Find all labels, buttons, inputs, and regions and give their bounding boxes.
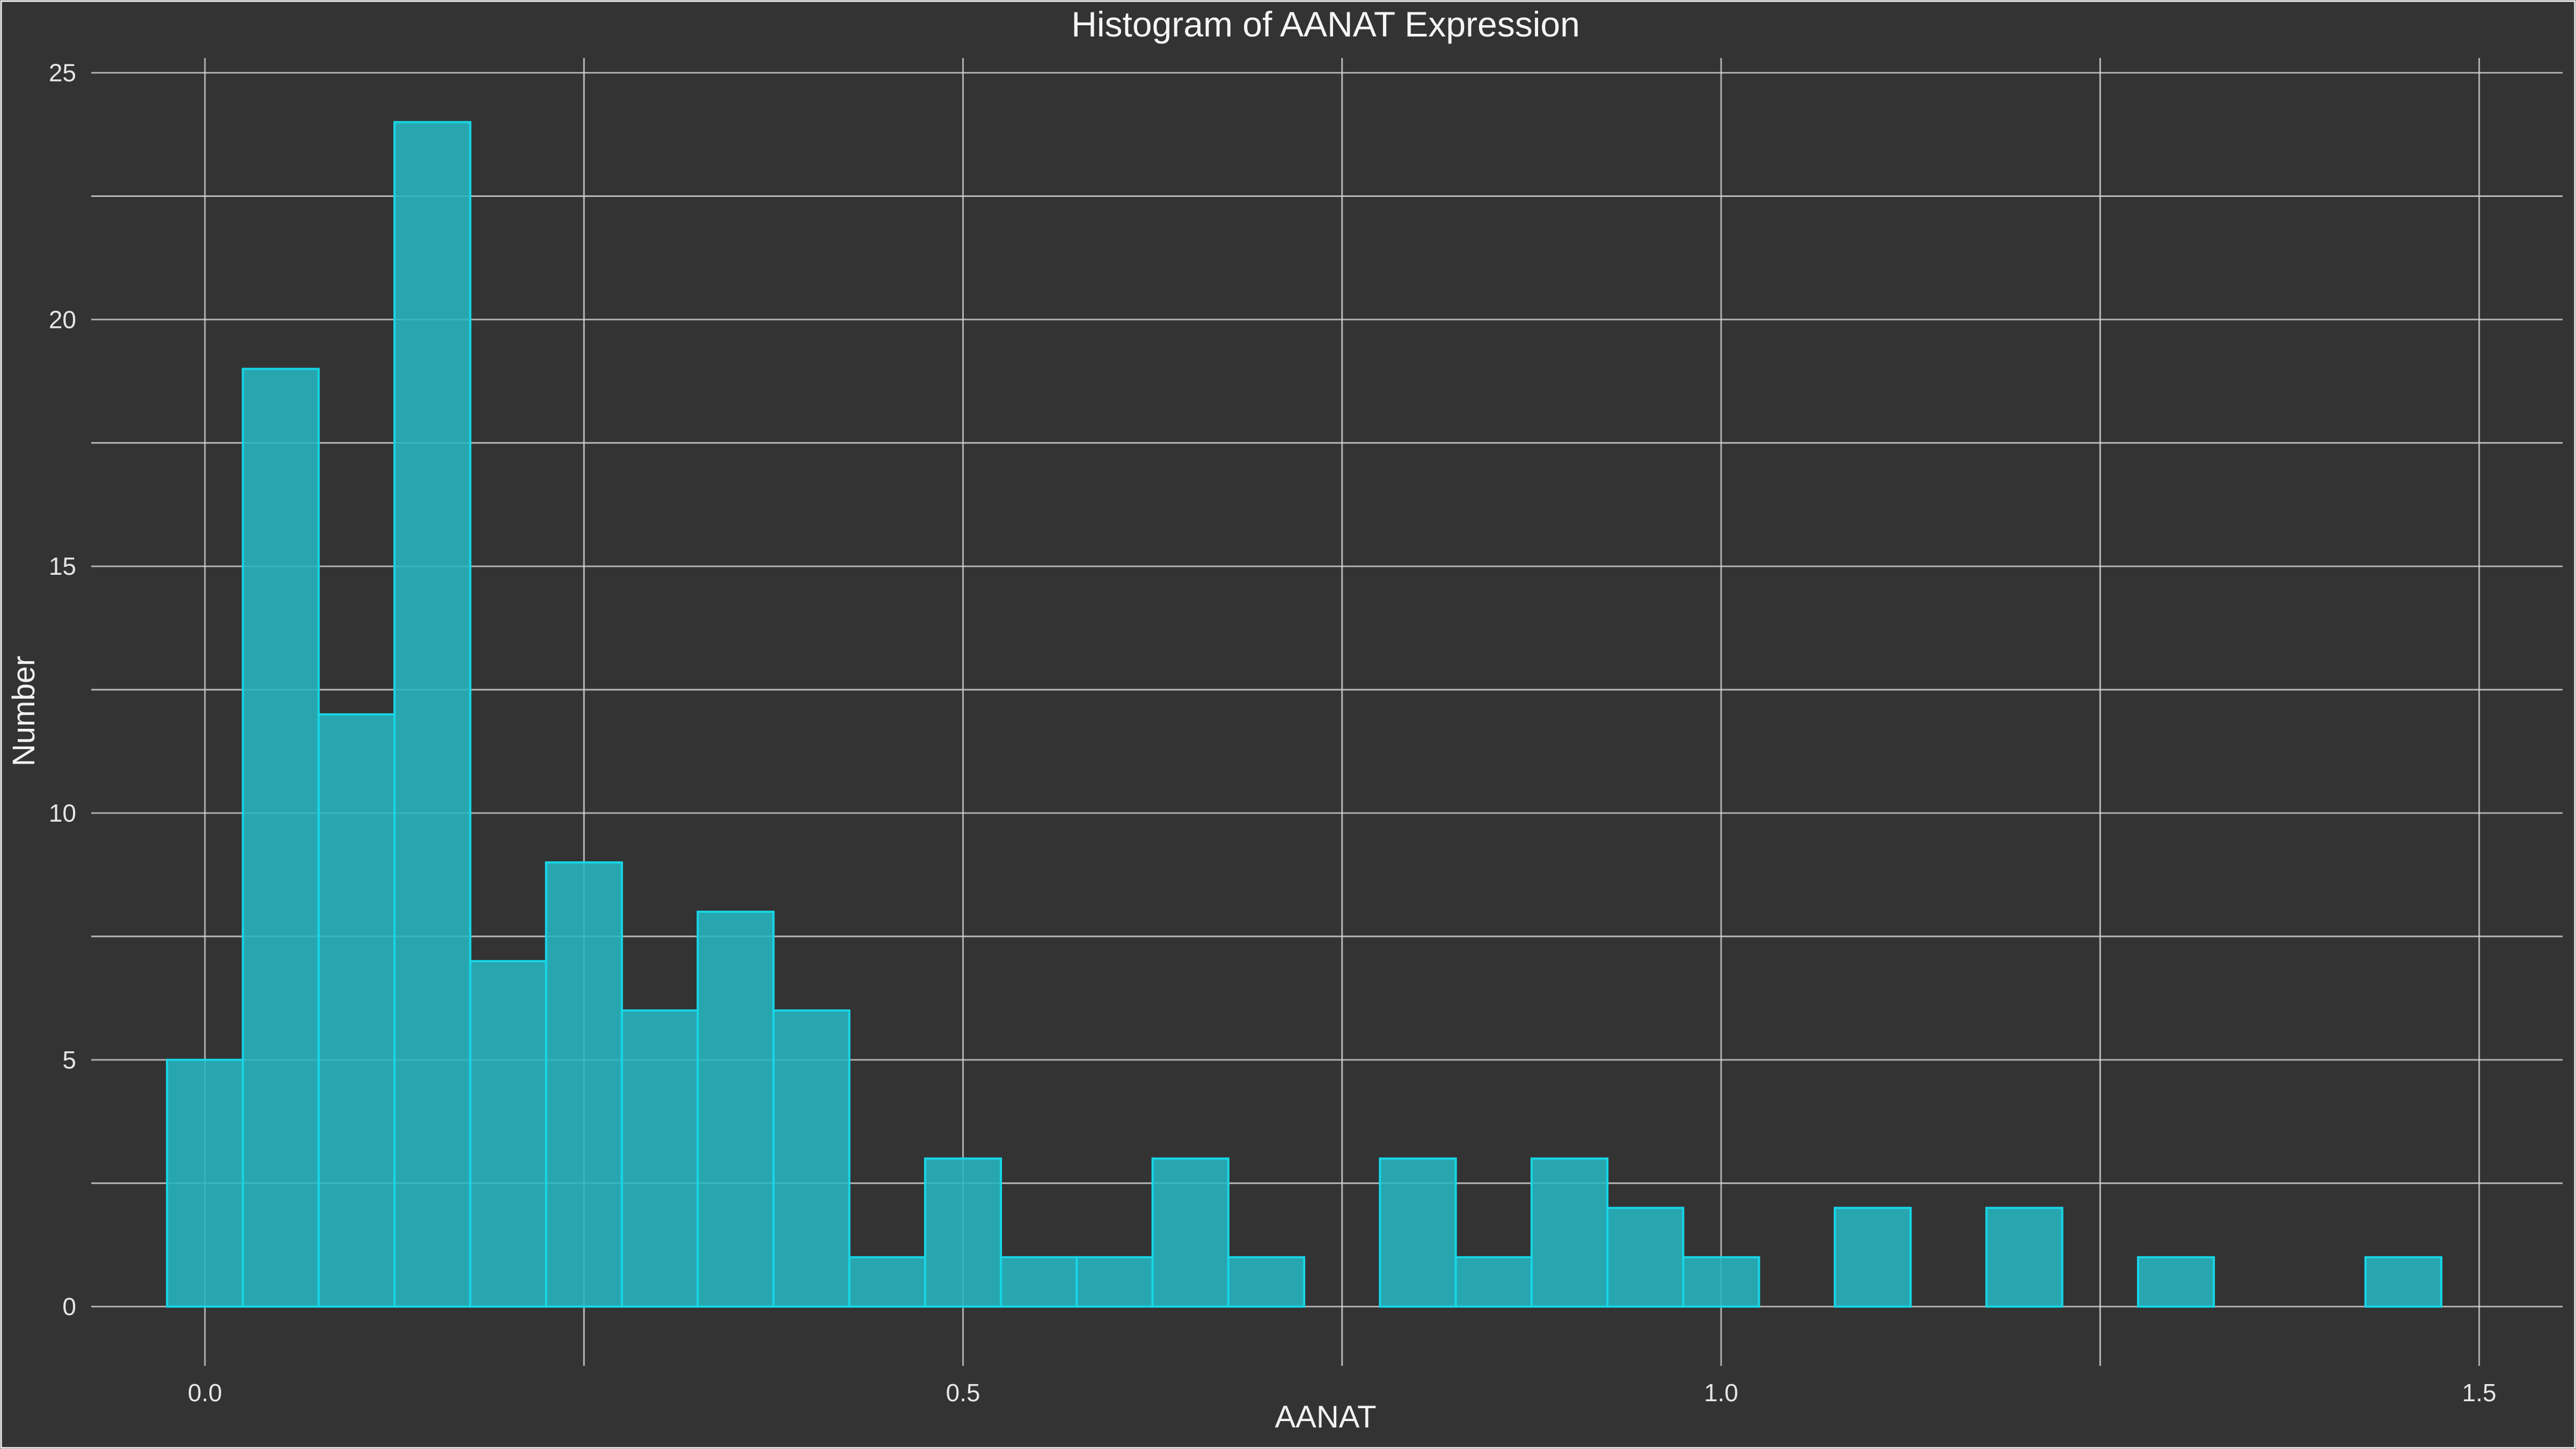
histogram-bar-20 (1682, 1256, 1760, 1308)
histogram-bar-8 (772, 1009, 851, 1308)
y-tick-label: 5 (62, 1046, 76, 1074)
histogram-bar-0 (166, 1058, 244, 1308)
histogram-bar-19 (1606, 1206, 1685, 1308)
histogram-bar-14 (1227, 1256, 1306, 1308)
histogram-bar-29 (2364, 1256, 2442, 1308)
histogram-bar-9 (848, 1256, 926, 1308)
histogram-bar-10 (924, 1157, 1002, 1308)
histogram-bar-24 (1985, 1206, 2063, 1308)
x-tick-label: 1.0 (1704, 1379, 1738, 1407)
histogram-bar-16 (1379, 1157, 1457, 1308)
x-axis-ticks: 0.0 0.5 1.0 1.5 (188, 1379, 2497, 1407)
histogram-bar-7 (697, 910, 775, 1308)
histogram-bars (166, 121, 2442, 1308)
y-tick-label: 15 (49, 552, 76, 580)
histogram-bar-4 (469, 960, 547, 1308)
x-tick-label: 1.5 (2462, 1379, 2497, 1407)
histogram-bar-13 (1151, 1157, 1230, 1308)
histogram-bar-5 (545, 861, 623, 1308)
histogram-bar-26 (2136, 1256, 2215, 1308)
y-axis-ticks: 0 5 10 15 20 25 (49, 59, 76, 1321)
y-tick-label: 20 (49, 305, 76, 333)
histogram-bar-17 (1454, 1256, 1533, 1308)
y-tick-label: 10 (49, 799, 76, 827)
histogram-bar-2 (317, 713, 396, 1308)
x-tick-label: 0.5 (946, 1379, 980, 1407)
y-tick-label: 25 (49, 59, 76, 87)
histogram-bar-3 (393, 121, 472, 1308)
histogram-bar-6 (620, 1009, 699, 1308)
histogram-bar-18 (1530, 1157, 1609, 1308)
chart-title: Histogram of AANAT Expression (1071, 4, 1580, 44)
x-axis-title: AANAT (1275, 1400, 1376, 1435)
x-tick-label: 0.0 (188, 1379, 222, 1407)
y-axis-title: Number (6, 656, 41, 766)
histogram-bar-1 (241, 368, 320, 1308)
histogram-bar-22 (1833, 1206, 1912, 1308)
y-tick-label: 0 (62, 1293, 76, 1321)
histogram-bar-11 (1000, 1256, 1078, 1308)
histogram-bar-12 (1075, 1256, 1154, 1308)
